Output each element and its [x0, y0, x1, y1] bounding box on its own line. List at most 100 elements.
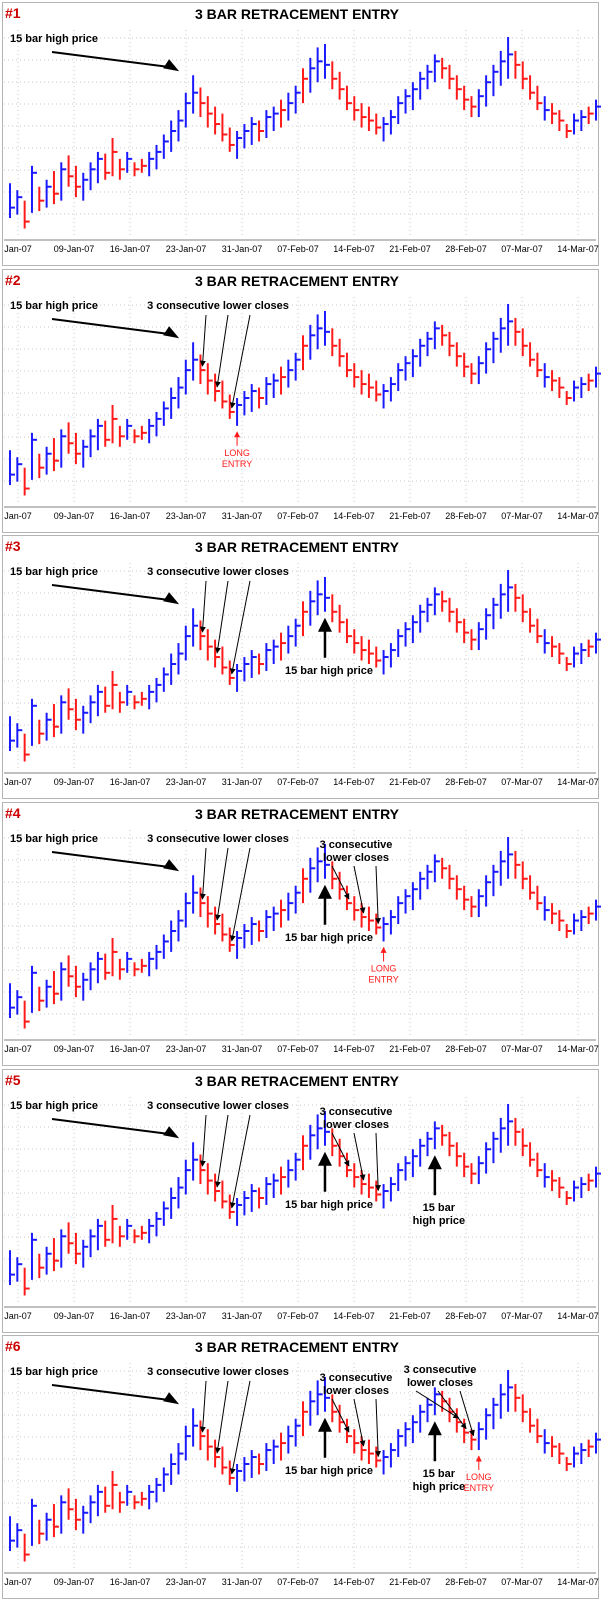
chart-title: 3 BAR RETRACEMENT ENTRY — [195, 1339, 400, 1355]
chart-panel: #5 3 BAR RETRACEMENT ENTRY Jan-07 09-Jan-07… — [2, 1069, 601, 1333]
annotations: 15 bar high price 3 consecutive lower clo… — [10, 833, 399, 984]
annotation-label: 3 consecutive — [320, 1372, 393, 1384]
x-tick-label: 07-Feb-07 — [277, 1044, 319, 1054]
price-series — [9, 1369, 601, 1562]
annotation-arrow — [51, 1118, 172, 1136]
x-tick-label: 14-Mar-07 — [557, 244, 599, 254]
annotation-arrow — [437, 1390, 467, 1430]
entry-label: LONG — [466, 1472, 492, 1482]
x-tick-label: 21-Feb-07 — [389, 1577, 431, 1587]
panel-number: #3 — [5, 538, 21, 554]
annotation-label: lower closes — [323, 1385, 389, 1397]
panel-frame — [2, 1069, 599, 1333]
chart-title: 3 BAR RETRACEMENT ENTRY — [195, 1073, 400, 1089]
x-tick-label: 28-Feb-07 — [445, 511, 487, 521]
annotation-arrow — [199, 847, 207, 900]
x-tick-label: 07-Feb-07 — [277, 1577, 319, 1587]
annotations: 15 bar high price 3 consecutive lower clo… — [10, 566, 373, 677]
x-tick-label: Jan-07 — [4, 511, 32, 521]
x-tick-label: 21-Feb-07 — [389, 777, 431, 787]
x-tick-label: 14-Mar-07 — [557, 1577, 599, 1587]
gridlines — [4, 563, 596, 771]
annotation-label: 3 consecutive lower closes — [147, 1100, 289, 1112]
entry-label: ENTRY — [464, 1483, 494, 1493]
x-tick-label: 14-Feb-07 — [333, 1044, 375, 1054]
annotation-label: 15 bar high price — [285, 932, 373, 944]
price-series — [9, 36, 601, 229]
annotation-label: high price — [413, 1481, 466, 1493]
x-tick-label: Jan-07 — [4, 1311, 32, 1321]
chart-panel: #3 3 BAR RETRACEMENT ENTRY Jan-07 09-Jan-07… — [2, 535, 601, 799]
panel-frame — [2, 2, 599, 266]
chart-title: 3 BAR RETRACEMENT ENTRY — [195, 6, 400, 22]
x-tick-label: 07-Mar-07 — [501, 511, 543, 521]
x-tick-label: 07-Feb-07 — [277, 511, 319, 521]
gridlines — [4, 830, 596, 1038]
annotation-label: 3 consecutive — [320, 839, 393, 851]
annotations: 15 bar high price 3 consecutive lower clo… — [10, 300, 289, 469]
x-tick-label: 28-Feb-07 — [445, 1577, 487, 1587]
x-tick-label: 21-Feb-07 — [389, 244, 431, 254]
annotation-arrow — [229, 580, 251, 675]
annotation-label: 3 consecutive — [320, 1106, 393, 1118]
x-tick-label: 07-Mar-07 — [501, 777, 543, 787]
x-tick-label: 09-Jan-07 — [54, 1044, 95, 1054]
arrowhead-icon — [163, 326, 180, 339]
x-tick-label: 07-Mar-07 — [501, 1577, 543, 1587]
x-tick-label: 14-Feb-07 — [333, 511, 375, 521]
annotation-arrow — [353, 1132, 366, 1181]
annotation-label: 15 bar high price — [285, 1465, 373, 1477]
x-tick-label: 23-Jan-07 — [166, 511, 207, 521]
x-tick-label: 07-Mar-07 — [501, 1044, 543, 1054]
annotation-arrow — [51, 584, 172, 602]
price-series — [9, 303, 601, 496]
annotations: 15 bar high price 3 consecutive lower clo… — [10, 1100, 465, 1227]
x-tick-label: 23-Jan-07 — [166, 777, 207, 787]
annotation-arrow — [229, 847, 251, 942]
gridlines — [4, 30, 596, 238]
annotation-label: 3 consecutive lower closes — [147, 1366, 289, 1378]
chart-panel: #2 3 BAR RETRACEMENT ENTRY Jan-07 09-Jan-07… — [2, 269, 601, 533]
annotation-label: 15 bar high price — [10, 1100, 98, 1112]
x-tick-label: 28-Feb-07 — [445, 1311, 487, 1321]
price-series — [9, 569, 601, 762]
arrowhead-icon — [163, 59, 180, 72]
annotation-arrow — [199, 1114, 207, 1167]
panel-frame — [2, 802, 599, 1066]
x-tick-label: 07-Mar-07 — [501, 244, 543, 254]
annotation-arrow — [214, 580, 229, 654]
gridlines — [4, 1363, 596, 1571]
x-tick-label: 21-Feb-07 — [389, 1311, 431, 1321]
annotation-arrow — [51, 1384, 172, 1402]
chart-title: 3 BAR RETRACEMENT ENTRY — [195, 806, 400, 822]
x-tick-label: 14-Mar-07 — [557, 777, 599, 787]
annotation-arrow — [331, 1398, 350, 1433]
annotation-arrow — [51, 851, 172, 869]
annotation-arrow — [51, 51, 172, 69]
annotation-arrow — [199, 314, 207, 367]
annotation-arrow — [214, 314, 229, 388]
arrowhead-icon — [163, 592, 180, 605]
x-tick-label: 07-Feb-07 — [277, 1311, 319, 1321]
x-tick-label: 21-Feb-07 — [389, 511, 431, 521]
x-tick-label: 31-Jan-07 — [222, 1311, 263, 1321]
x-tick-label: 07-Mar-07 — [501, 1311, 543, 1321]
arrowhead-icon — [317, 884, 332, 899]
annotation-label: lower closes — [407, 1377, 473, 1389]
annotation-arrow — [51, 318, 172, 336]
x-tick-label: 14-Mar-07 — [557, 1044, 599, 1054]
x-tick-label: 16-Jan-07 — [110, 1311, 151, 1321]
x-tick-label: 31-Jan-07 — [222, 244, 263, 254]
x-tick-label: Jan-07 — [4, 1044, 32, 1054]
x-tick-label: 09-Jan-07 — [54, 1311, 95, 1321]
arrowhead-icon — [317, 1417, 332, 1432]
x-tick-label: 14-Mar-07 — [557, 1311, 599, 1321]
x-tick-label: 16-Jan-07 — [110, 511, 151, 521]
x-tick-label: 31-Jan-07 — [222, 1577, 263, 1587]
panel-number: #5 — [5, 1072, 21, 1088]
x-tick-label: 09-Jan-07 — [54, 511, 95, 521]
annotation-arrow — [353, 1398, 366, 1447]
x-tick-label: 14-Feb-07 — [333, 1577, 375, 1587]
entry-label: LONG — [224, 448, 250, 458]
